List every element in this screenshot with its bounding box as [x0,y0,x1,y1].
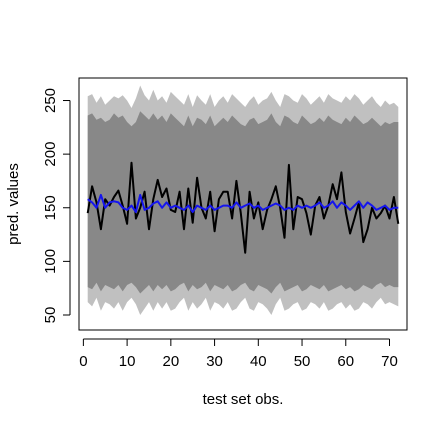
y-tick-label: 50 [42,307,59,324]
y-tick-label: 200 [42,142,59,167]
observed-series-line [86,161,400,254]
x-axis-label: test set obs. [203,391,284,408]
prediction-bands [87,85,399,315]
y-tick-label: 250 [42,88,59,113]
x-tick-label: 30 [206,353,223,370]
x-tick-label: 60 [337,353,354,370]
predicted-series-line [87,193,399,213]
y-tick-label: 150 [42,195,59,220]
x-tick-label: 50 [294,353,311,370]
plot-frame [78,77,408,331]
series-lines [86,161,400,254]
x-tick-label: 20 [162,353,179,370]
x-tick-label: 0 [79,353,87,370]
y-tick-label: 100 [42,249,59,274]
x-tick-label: 70 [381,353,398,370]
y-axis: 50 100 150 200 250 [42,88,71,324]
x-tick-label: 40 [250,353,267,370]
y-axis-label: pred. values [5,163,22,245]
x-axis: 0 10 20 30 40 50 60 70 [79,338,398,370]
x-tick-label: 10 [119,353,136,370]
inner-prediction-band [87,111,399,294]
